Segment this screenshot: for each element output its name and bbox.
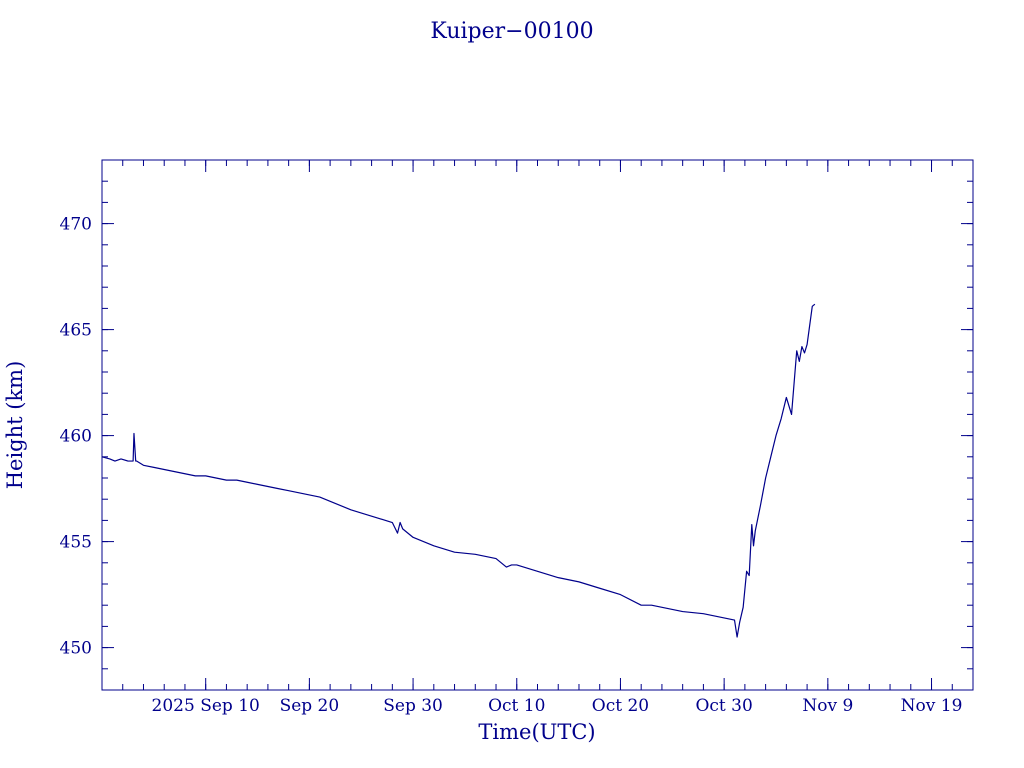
y-tick-label: 460 [60,427,92,447]
tick-labels: 2025 Sep 10 Sep 20 Sep 30 Oct 10 Oct 20 Oct 3… [60,215,963,716]
x-axis-label: Time(UTC) [478,720,595,744]
y-tick-label: 470 [60,215,92,235]
x-tick-label: 2025 Sep 10 [152,696,260,716]
y-tick-label: 455 [60,533,92,553]
x-tick-label: Oct 30 [695,696,752,716]
axis-ticks [102,159,973,691]
x-tick-label: Oct 20 [592,696,649,716]
height-series-line [101,303,816,638]
chart-title: Kuiper−00100 [430,19,593,44]
y-axis-label: Height (km) [3,361,27,490]
x-tick-label: Nov 19 [901,696,963,716]
y-tick-label: 465 [60,321,92,341]
x-tick-label: Oct 10 [488,696,545,716]
y-tick-label: 450 [60,639,92,659]
x-tick-label: Sep 20 [280,696,340,716]
x-tick-label: Nov 9 [802,696,853,716]
x-tick-label: Sep 30 [383,696,443,716]
plot-frame [101,159,974,691]
